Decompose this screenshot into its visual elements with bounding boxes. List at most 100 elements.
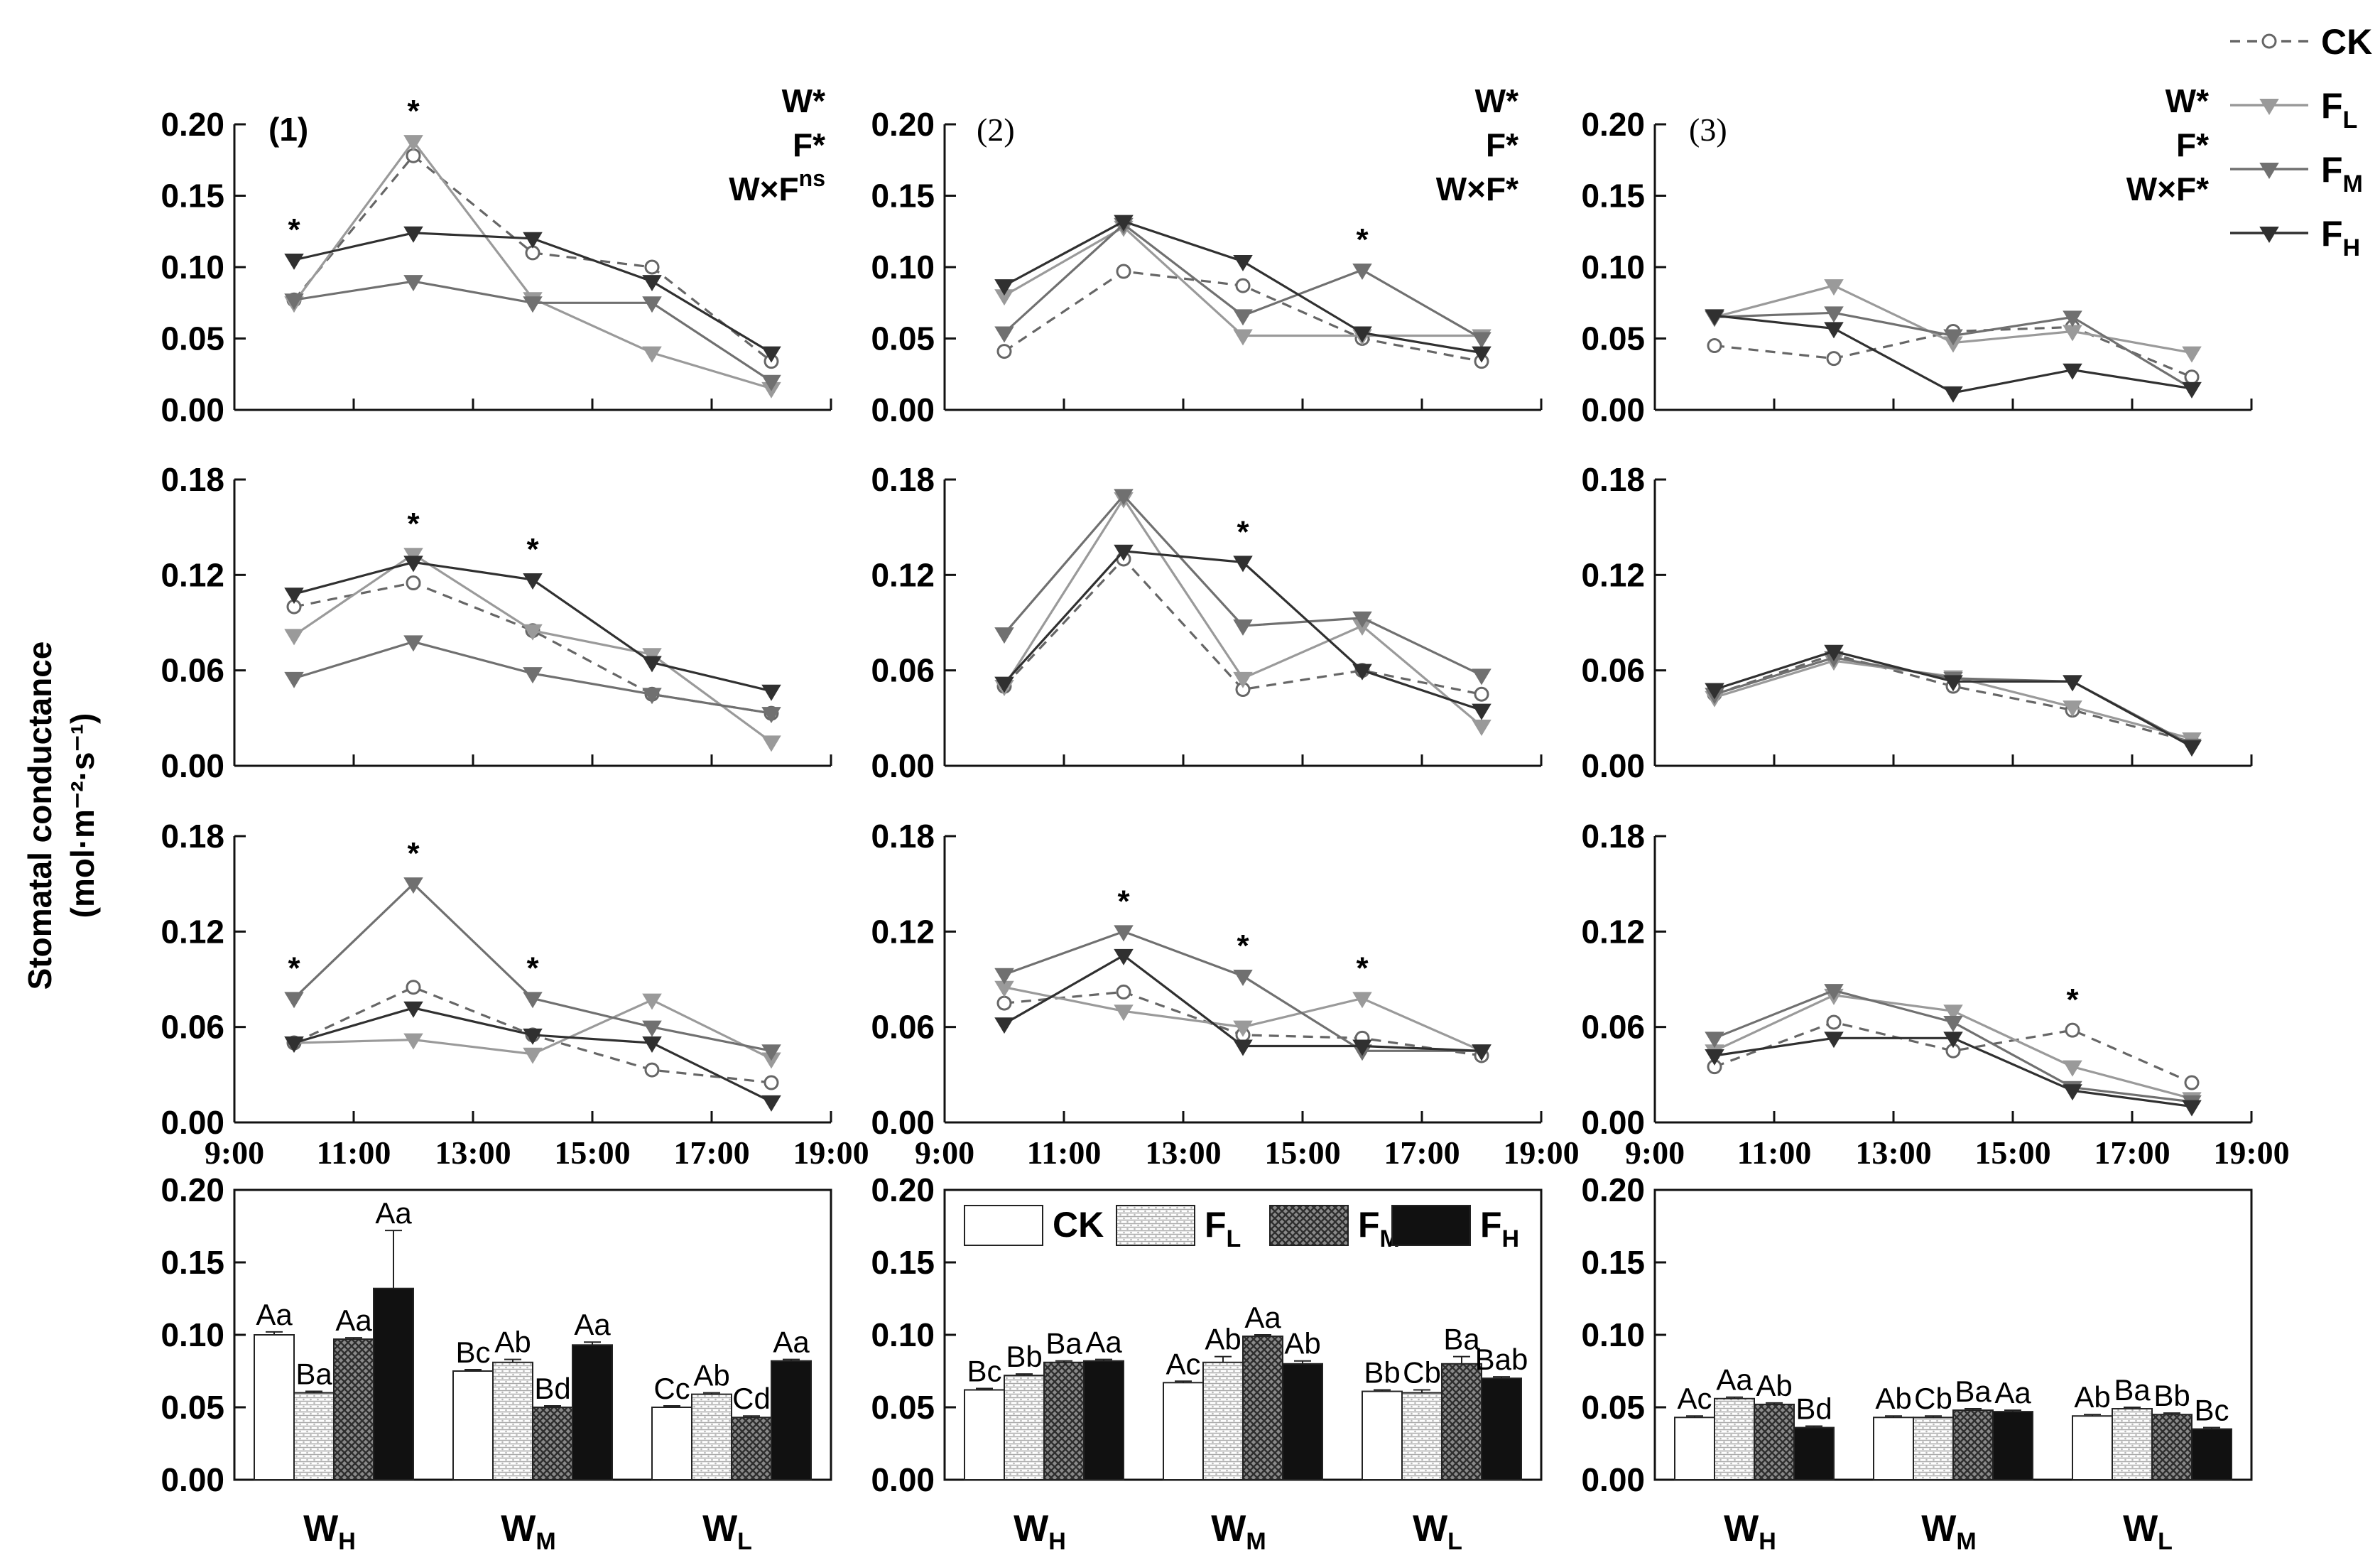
point-FH (2182, 1100, 2202, 1117)
point-FH (2063, 363, 2082, 380)
y-tick-label: 0.00 (161, 391, 224, 428)
y-axis-title: Stomatal conductance (mol·m⁻²·s⁻¹) (21, 641, 101, 990)
bar-letter-label: Bb (1364, 1356, 1400, 1390)
point-FM (642, 296, 662, 313)
y-tick-label: 0.15 (161, 178, 224, 215)
x-tick-label: 17:00 (1384, 1135, 1460, 1171)
point-FH (1705, 309, 1724, 326)
panel-r3-c2: 0.00 0.06 0.12 0.18 9:00 11:00 13:00 15:00 17:00… (871, 818, 1579, 1171)
y-tick-label: 0.20 (161, 106, 224, 143)
point-FH (761, 346, 781, 363)
legend-label-sub: H (2343, 234, 2361, 261)
y-tick-label: 0.05 (1581, 1389, 1645, 1426)
point-FM (1233, 970, 1253, 986)
point-FH (761, 1095, 781, 1112)
point-FH (1114, 544, 1134, 561)
series-line-FL (293, 139, 772, 390)
y-tick-label: 0.00 (871, 391, 935, 428)
point-FH (1943, 675, 1963, 692)
point-FM (523, 992, 543, 1009)
x-tick-label: 17:00 (673, 1135, 749, 1171)
bar-letter-label: Ab (2074, 1380, 2110, 1414)
point-FH (2182, 381, 2202, 399)
y-tick-label: 0.00 (1581, 1461, 1645, 1498)
point-FM (1824, 306, 1844, 323)
y-axis-label: Stomatal conductance (21, 641, 58, 990)
y-axis-unit: (mol·m⁻²·s⁻¹) (64, 713, 101, 919)
point-FH (1114, 948, 1134, 965)
x-tick-label: 19:00 (1503, 1135, 1579, 1171)
legend-label-sub: L (2343, 107, 2358, 134)
bar-letter-label: Cc (653, 1372, 690, 1405)
point-FH (1352, 1039, 1372, 1056)
bar-letter-label: Ab (1875, 1382, 1911, 1415)
bar-FH (1282, 1363, 1323, 1481)
significance-star: * (407, 507, 420, 541)
point-CK (2184, 369, 2200, 385)
bar-letter-label: Ab (693, 1359, 729, 1392)
x-tick-label: 13:00 (1855, 1135, 1931, 1171)
bar-legend: CK FL FM FH (964, 1205, 1519, 1252)
category-label: WM (1921, 1508, 1976, 1555)
significance-label: W* (782, 82, 825, 119)
point-FH (2063, 1084, 2082, 1101)
point-FL (642, 346, 662, 363)
bar-letter-label: Ac (1677, 1382, 1712, 1415)
category-label: WH (303, 1508, 356, 1555)
point-FL (1352, 992, 1372, 1009)
category-label: WM (501, 1508, 555, 1555)
y-tick-label: 0.10 (871, 1316, 935, 1353)
x-tick-label: 9:00 (205, 1135, 264, 1171)
point-FL (403, 135, 423, 152)
panel-labels: (1) (2) (3) (268, 111, 1727, 148)
bar-CK (452, 1370, 494, 1480)
bar-letter-label: Aa (1085, 1326, 1122, 1359)
y-tick-label: 0.12 (161, 556, 224, 593)
panel-r2-c2: 0.00 0.06 0.12 0.18 * (871, 461, 1543, 784)
panel-label-2: (2) (977, 112, 1015, 148)
bar-legend-label-sub: L (1227, 1225, 1241, 1252)
category-label-sub: M (536, 1528, 555, 1555)
significance-star: * (1237, 928, 1249, 963)
bar-legend-label-CK: CK (1053, 1205, 1104, 1245)
panel-r3-c3: 0.00 0.06 0.12 0.18 9:00 11:00 13:00 15:00 17:00… (1581, 818, 2289, 1171)
point-FM (284, 992, 304, 1009)
bar-FM (1043, 1361, 1085, 1481)
point-FM (284, 671, 304, 688)
panel-r2-c1: 0.00 0.06 0.12 0.18 * * (161, 461, 832, 784)
point-FM (1352, 611, 1372, 628)
x-tick-label: 13:00 (435, 1135, 511, 1171)
y-tick-label: 0.06 (871, 1009, 935, 1046)
point-FM (1233, 619, 1253, 636)
bar-FL (1004, 1375, 1045, 1480)
significance-label: F* (793, 126, 825, 163)
interaction-label: W×F* (2126, 170, 2209, 207)
x-tick-label: 11:00 (1737, 1135, 1812, 1171)
point-FL (403, 1033, 423, 1050)
point-FL (1943, 1004, 1963, 1022)
bar-FL (1202, 1361, 1244, 1481)
legend-marker (2259, 99, 2279, 115)
legend-marker (2259, 227, 2279, 243)
point-FM (1943, 329, 1963, 346)
significance-star: * (288, 951, 300, 985)
point-FL (523, 624, 543, 641)
panel-r1-c3: 0.00 0.05 0.10 0.15 0.20 (1581, 106, 2253, 428)
bar-FH (1793, 1426, 1835, 1481)
y-tick-label: 0.10 (161, 249, 224, 286)
point-FM (523, 296, 543, 313)
point-FM (1114, 489, 1134, 506)
bar-letter-label: Aa (1244, 1301, 1281, 1334)
point-FH (284, 253, 304, 270)
panel-r1-c1: 0.00 0.05 0.10 0.15 0.20 * * (161, 94, 832, 428)
point-CK (996, 995, 1012, 1011)
y-tick-label: 0.00 (161, 747, 224, 784)
bar-FM (333, 1338, 374, 1480)
bar-letter-label: Ab (494, 1326, 531, 1359)
point-FM (994, 326, 1014, 343)
chart-panels: 0.000.050.100.150.20**0.000.050.100.150.… (161, 94, 2289, 1555)
point-FL (1233, 329, 1253, 346)
point-FH (403, 226, 423, 243)
interaction-label: W×F* (1436, 170, 1518, 207)
